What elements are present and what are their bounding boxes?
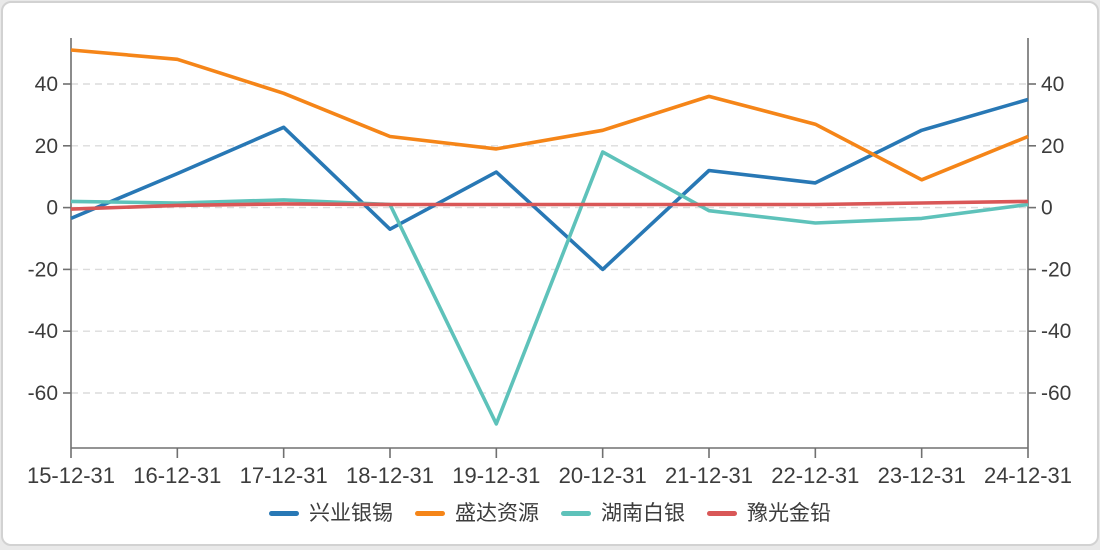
x-tick-label: 23-12-31 [878, 463, 966, 488]
legend-swatch-0 [269, 511, 299, 516]
legend-swatch-2 [561, 511, 591, 516]
y-tick-label-left: 0 [46, 197, 58, 220]
series-line-1 [71, 50, 1028, 180]
x-tick-label: 15-12-31 [27, 463, 115, 488]
y-tick-label-right: 40 [1041, 73, 1064, 96]
legend-item-1: 盛达资源 [415, 503, 539, 524]
legend-item-0: 兴业银锡 [269, 503, 393, 524]
x-tick-label: 20-12-31 [559, 463, 647, 488]
series-line-0 [71, 100, 1028, 270]
series-line-2 [71, 152, 1028, 424]
x-tick-label: 17-12-31 [240, 463, 328, 488]
y-tick-label-left: -60 [28, 382, 58, 405]
x-tick-label: 18-12-31 [346, 463, 434, 488]
legend-label-1: 盛达资源 [455, 503, 539, 524]
x-tick-label: 22-12-31 [771, 463, 859, 488]
x-tick-label: 21-12-31 [665, 463, 753, 488]
y-tick-label-right: -20 [1041, 258, 1071, 281]
y-tick-label-right: -60 [1041, 382, 1071, 405]
legend-item-3: 豫光金铅 [707, 503, 831, 524]
y-tick-label-left: -40 [28, 320, 58, 343]
x-tick-label: 16-12-31 [133, 463, 221, 488]
line-chart: 40 20 0 -20 -40 -60 40 20 0 -20 -40 -60 15-12-31 16-1… [3, 3, 1100, 550]
y-tick-label-left: 40 [35, 73, 58, 96]
legend-label-0: 兴业银锡 [309, 503, 393, 524]
legend-swatch-3 [707, 511, 737, 516]
legend-label-2: 湖南白银 [601, 503, 685, 524]
legend-item-2: 湖南白银 [561, 503, 685, 524]
legend-swatch-1 [415, 511, 445, 516]
x-tick-label: 24-12-31 [984, 463, 1072, 488]
y-tick-label-left: 20 [35, 135, 58, 158]
legend-label-3: 豫光金铅 [747, 503, 831, 524]
x-tick-label: 19-12-31 [452, 463, 540, 488]
chart-legend: 兴业银锡 盛达资源 湖南白银 豫光金铅 [3, 503, 1097, 524]
y-tick-label-left: -20 [28, 258, 58, 281]
y-tick-label-right: 20 [1041, 135, 1064, 158]
y-tick-label-right: -40 [1041, 320, 1071, 343]
y-tick-label-right: 0 [1041, 197, 1053, 220]
